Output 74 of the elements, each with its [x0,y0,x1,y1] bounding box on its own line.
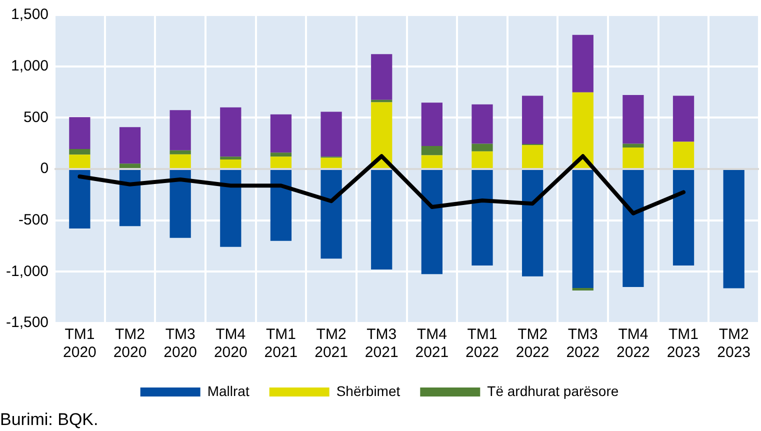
bar [572,34,594,92]
bar [472,170,493,266]
bar [69,148,90,155]
bar [220,170,242,247]
bar [270,114,292,153]
y-tick-label: -1,500 [6,314,49,332]
bar [69,117,90,149]
x-tick-label: TM3 2022 [566,326,600,362]
bar [320,112,342,157]
bar [371,54,392,100]
bar [119,127,141,164]
bar [220,159,242,168]
x-tick-label: TM4 2022 [616,326,650,362]
y-tick-label: 0 [40,160,49,178]
bar [270,152,292,157]
legend-label: Mallrat [207,382,250,399]
y-tick-label: 500 [24,108,49,126]
bar [522,170,544,276]
bar [622,144,644,148]
bar [672,96,694,142]
bar [522,96,544,144]
x-tick-label: TM1 2020 [63,326,96,362]
bar [371,170,392,270]
bar [572,170,594,288]
bar [472,151,493,168]
y-tick-label: -500 [18,211,49,228]
bar [170,170,191,238]
bar [472,104,493,144]
x-tick-label: TM1 2023 [666,326,700,362]
bar [723,170,744,288]
bar [421,170,442,274]
legend-label: Shërbimet [336,382,400,399]
bar [572,92,594,168]
bar [69,154,90,168]
bar [69,170,90,229]
bar [622,147,644,168]
y-tick-label: 1,000 [10,57,49,74]
bar [472,144,493,152]
y-tick-label: 1,500 [10,6,49,24]
bar [572,288,594,291]
y-tick-label: -1,000 [6,262,49,280]
bar [421,155,442,168]
x-tick-label: TM3 2021 [364,326,398,362]
text: Burimi: BQK. [0,410,98,430]
x-tick-label: TM2 2021 [314,326,348,362]
bar [170,110,191,150]
bar [371,102,392,168]
bar [220,107,242,157]
legend-label: Të ardhurat parësore [487,382,619,399]
bar [220,156,242,160]
bar [672,142,694,168]
bar [522,145,544,168]
x-tick-label: TM1 2021 [264,326,298,362]
bar [170,154,191,168]
bar [421,146,442,156]
bar [371,100,392,102]
bar [270,156,292,168]
x-tick-label: TM4 2020 [214,326,248,362]
bar [672,170,694,266]
bar [421,102,442,146]
x-tick-label: TM2 2023 [717,326,751,362]
x-tick-label: TM2 2022 [516,326,550,362]
x-tick-label: TM1 2022 [466,326,499,362]
bar [320,170,342,259]
bar [119,170,141,226]
bar [622,94,644,144]
x-tick-label: TM3 2020 [164,326,198,362]
x-tick-label: TM4 2021 [415,326,449,362]
bar [270,170,292,241]
bar [170,150,191,154]
x-tick-label: TM2 2020 [113,326,147,362]
bar [320,158,342,168]
bar [119,164,141,168]
bar [622,170,644,287]
